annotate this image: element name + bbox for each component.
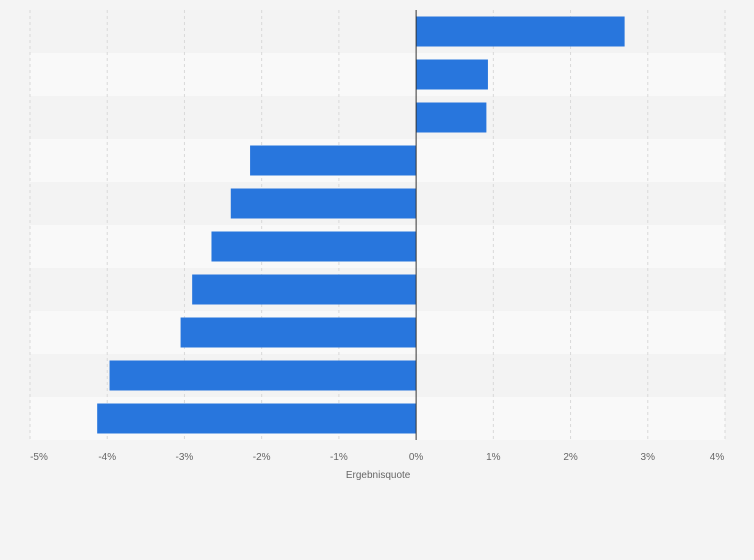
x-tick-label: -4% bbox=[98, 452, 116, 463]
bar bbox=[230, 188, 417, 219]
bar bbox=[250, 145, 417, 176]
x-axis-label: Ergebnisquote bbox=[346, 470, 411, 481]
x-tick-label: 2% bbox=[563, 452, 578, 463]
x-tick-label: 0% bbox=[409, 452, 424, 463]
x-tick-label: 1% bbox=[486, 452, 501, 463]
bar bbox=[211, 231, 417, 262]
row-band bbox=[30, 53, 725, 96]
bar bbox=[109, 360, 417, 391]
x-tick-labels: -5% -4% -3% -2% -1% 0% 1% 2% 3% 4% bbox=[30, 452, 724, 463]
bar bbox=[416, 102, 487, 133]
x-tick-label: -5% bbox=[30, 452, 48, 463]
x-tick-label: -1% bbox=[330, 452, 348, 463]
bar bbox=[416, 59, 488, 90]
bar bbox=[180, 317, 417, 348]
bar bbox=[192, 274, 417, 305]
x-tick-label: 3% bbox=[641, 452, 656, 463]
x-tick-label: -2% bbox=[253, 452, 271, 463]
x-tick-label: 4% bbox=[710, 452, 725, 463]
x-tick-label: -3% bbox=[176, 452, 194, 463]
bar bbox=[97, 403, 417, 434]
bar bbox=[416, 16, 625, 47]
row-band bbox=[30, 96, 725, 139]
bars bbox=[97, 16, 625, 434]
